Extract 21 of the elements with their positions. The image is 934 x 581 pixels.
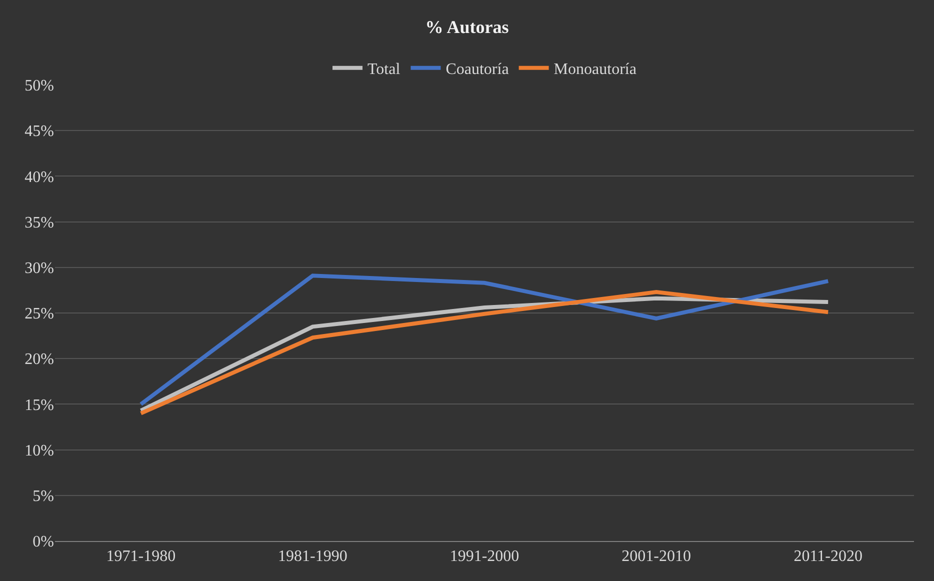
- y-tick-label: 35%: [24, 214, 54, 232]
- y-tick-label: 10%: [24, 442, 54, 460]
- x-tick-label: 1971-1980: [106, 548, 176, 566]
- chart-title: % Autoras: [425, 16, 509, 37]
- y-tick-label: 15%: [24, 396, 54, 414]
- y-tick-label: 5%: [32, 488, 54, 505]
- legend-label: Total: [368, 61, 401, 78]
- y-tick-label: 25%: [24, 306, 54, 323]
- y-tick-label: 30%: [24, 260, 54, 277]
- line-series: [138, 274, 830, 406]
- x-tick-label: 1991-2000: [450, 548, 520, 566]
- y-tick-label: 40%: [24, 168, 54, 186]
- x-tick-label: 2001-2010: [622, 548, 691, 566]
- x-tick-label: 1981-1990: [278, 548, 348, 566]
- y-tick-label: 45%: [24, 123, 54, 140]
- legend-label: Coautoría: [446, 61, 509, 78]
- y-tick-label: 20%: [24, 351, 54, 368]
- legend-label: Monoautoría: [554, 61, 636, 78]
- x-tick-label: 2011-2020: [794, 548, 862, 566]
- y-tick-label: 0%: [32, 534, 54, 551]
- y-tick-label: 50%: [24, 78, 54, 95]
